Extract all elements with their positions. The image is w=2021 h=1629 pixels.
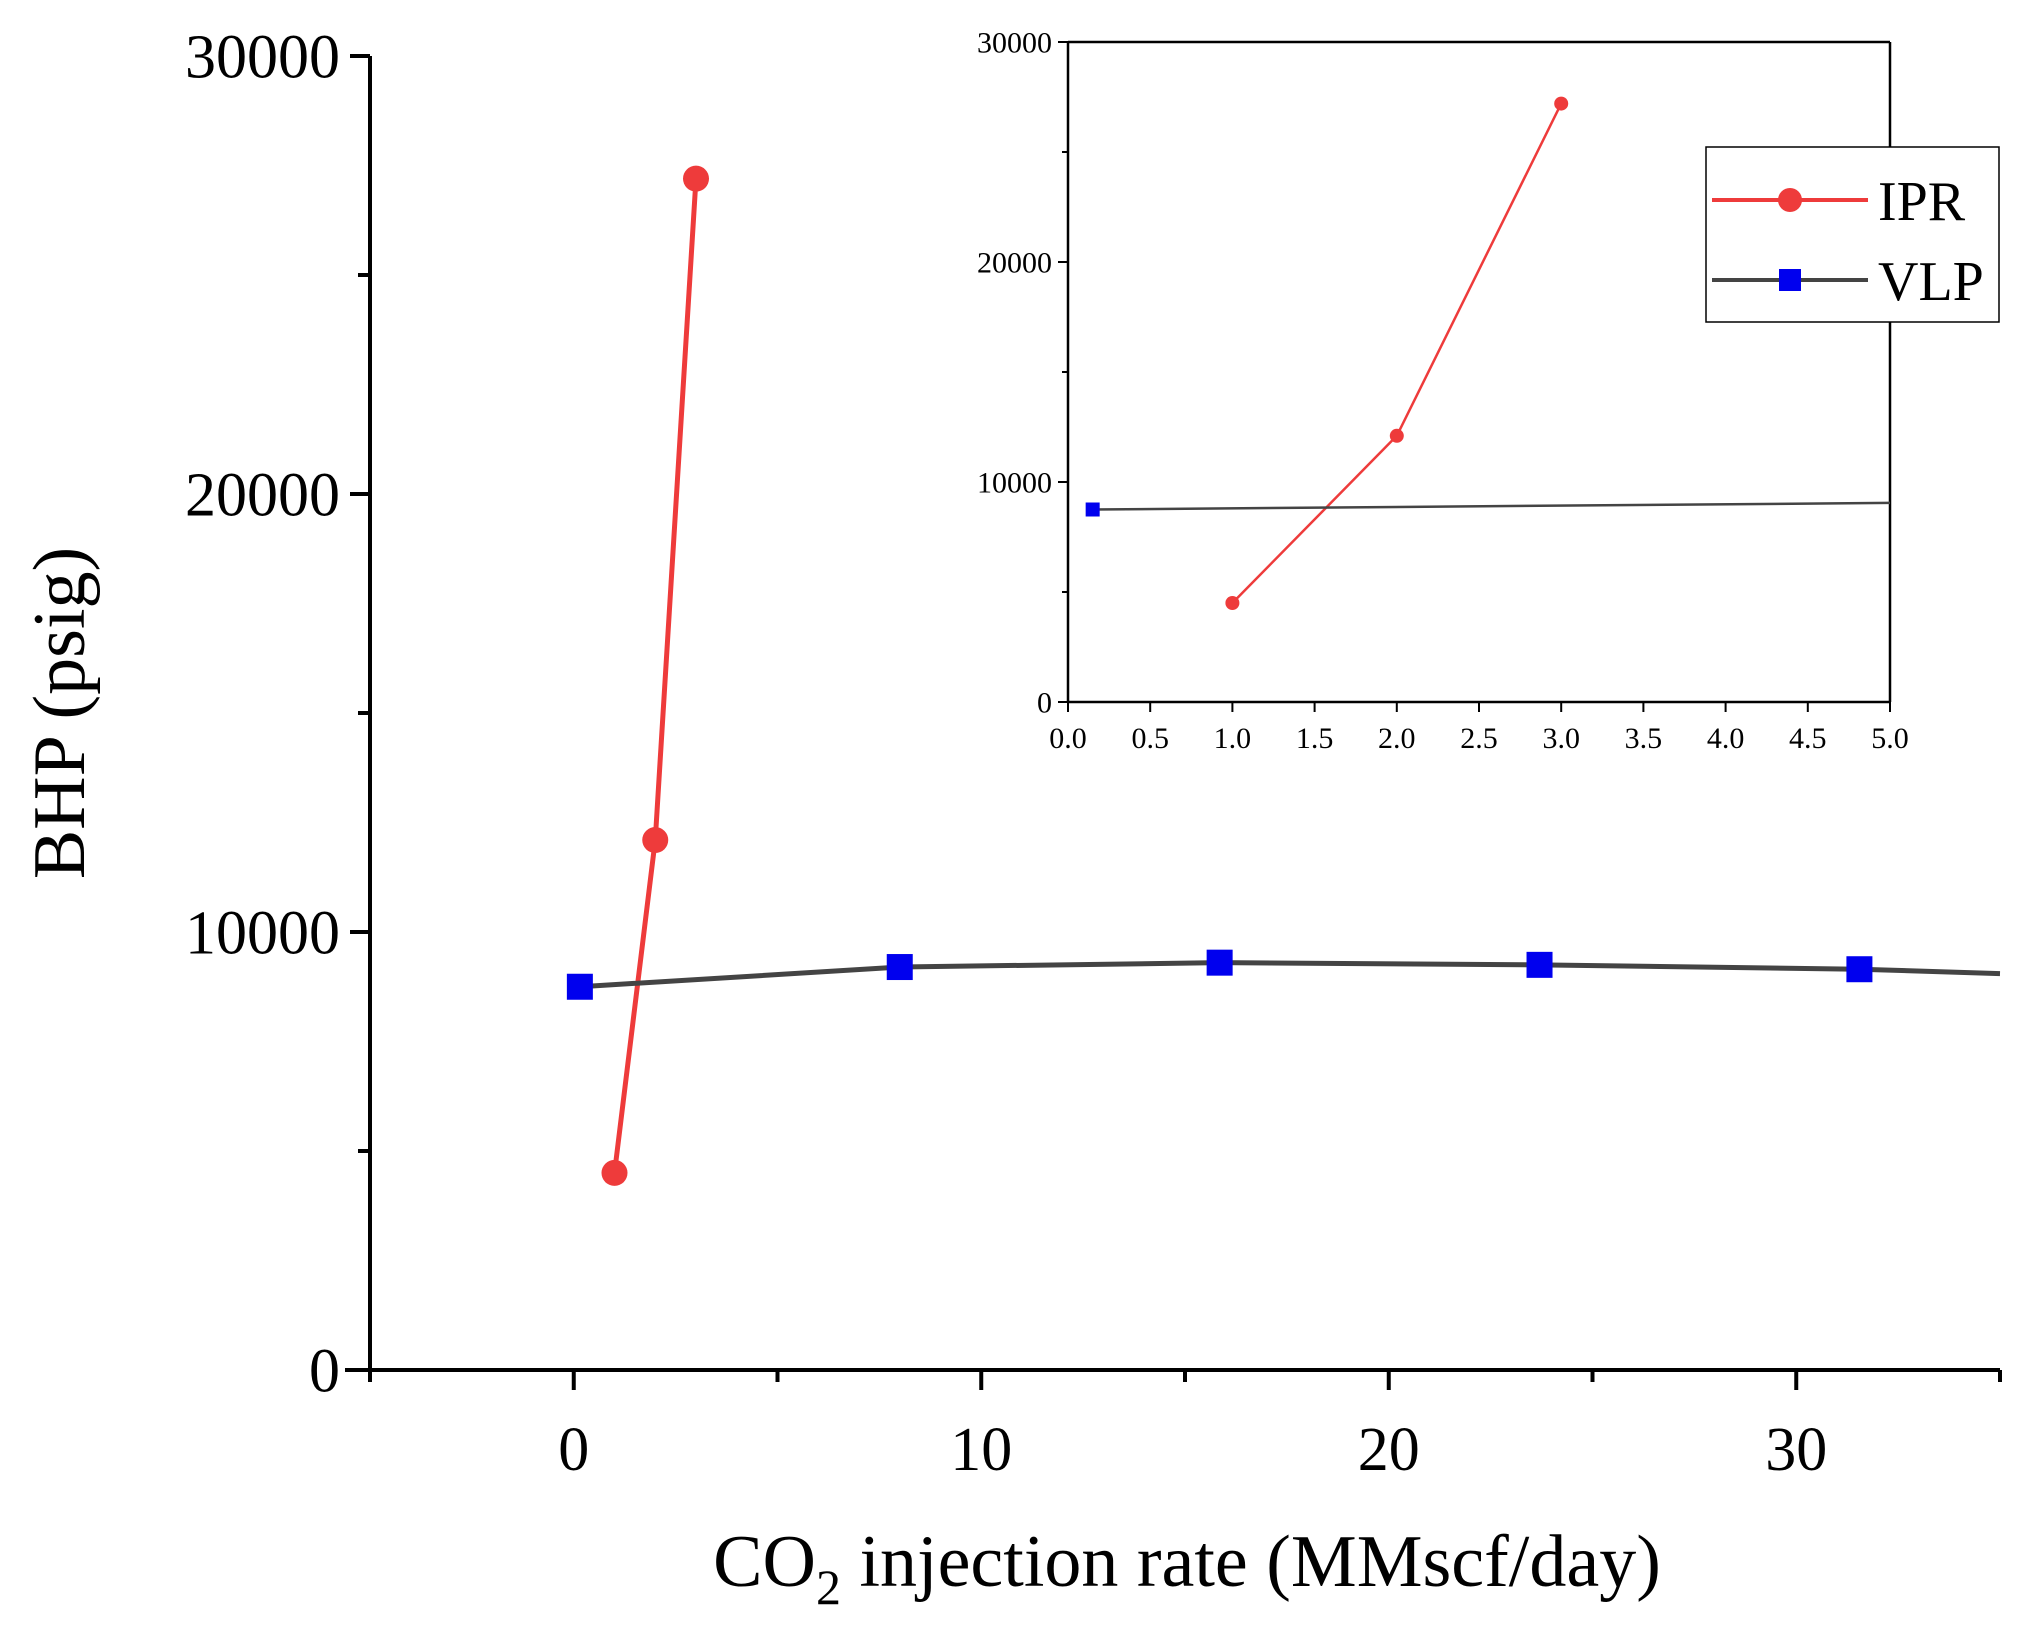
main-y-tick-label: 0	[309, 1338, 340, 1406]
main-y-tick-label: 20000	[185, 462, 340, 530]
inset-x-tick-label: 4.5	[1789, 722, 1827, 755]
main-x-tick-label: 10	[950, 1416, 1012, 1484]
main-x-tick-label: 20	[1358, 1416, 1420, 1484]
main-ipr-point	[642, 827, 669, 854]
inset-x-tick-label: 5.0	[1871, 722, 1909, 755]
inset-x-tick-label: 1.5	[1296, 722, 1334, 755]
main-ipr-point	[683, 165, 709, 192]
main-ipr-line	[612, 178, 699, 1174]
main-vlp-point	[566, 973, 593, 1000]
main-vlp-point	[1526, 951, 1553, 978]
main-ipr-point	[601, 1159, 628, 1186]
main-axes: 0 10 20 30 0 10000 20000 30000	[185, 24, 2002, 1484]
main-y-tick-label: 30000	[185, 24, 340, 92]
legend-ipr-swatch-marker	[1778, 188, 1802, 212]
legend-vlp-label: VLP	[1878, 251, 1984, 313]
inset-vlp-line	[1092, 501, 1891, 511]
main-x-axis-label: CO2 injection rate (MMscf/day)	[713, 1521, 1661, 1615]
inset-background	[1068, 42, 1890, 702]
inset-chart: 0.0 0.5 1.0 1.5 2.0 2.5 3.0 3.5 4.0 4.5 5.0 0 10000…	[977, 27, 2000, 755]
inset-x-tick-label: 1.0	[1214, 722, 1252, 755]
main-x-tick-label: 0	[558, 1416, 589, 1484]
main-y-axis-label: BHP (psig)	[19, 547, 101, 879]
inset-x-tick-label: 0.5	[1131, 722, 1169, 755]
inset-x-tick-label: 2.5	[1460, 722, 1498, 755]
inset-ipr-point	[1554, 96, 1569, 111]
inset-y-tick-label: 20000	[977, 247, 1052, 280]
inset-ipr-point	[1225, 596, 1240, 610]
legend: IPR VLP	[1705, 146, 2000, 323]
inset-x-tick-label: 3.0	[1542, 722, 1580, 755]
main-vlp-point	[1206, 949, 1233, 976]
legend-ipr-label: IPR	[1878, 171, 1966, 233]
inset-y-tick-label: 10000	[977, 467, 1052, 500]
main-vlp-point	[1846, 956, 1873, 983]
inset-x-tick-label: 3.5	[1625, 722, 1663, 755]
inset-y-tick-label: 0	[1037, 687, 1052, 720]
inset-vlp-point	[1085, 502, 1100, 517]
legend-vlp-swatch-marker	[1779, 269, 1801, 291]
legend-box	[1705, 146, 2000, 323]
inset-y-tick-label: 30000	[977, 27, 1052, 60]
main-x-tick-label: 30	[1765, 1416, 1827, 1484]
inset-x-tick-label: 0.0	[1049, 722, 1087, 755]
main-vlp-line	[579, 960, 2001, 990]
main-y-tick-label: 10000	[185, 900, 340, 968]
inset-ipr-point	[1389, 428, 1404, 443]
inset-x-tick-label: 4.0	[1707, 722, 1745, 755]
main-vlp-point	[886, 954, 913, 981]
inset-x-tick-label: 2.0	[1378, 722, 1416, 755]
